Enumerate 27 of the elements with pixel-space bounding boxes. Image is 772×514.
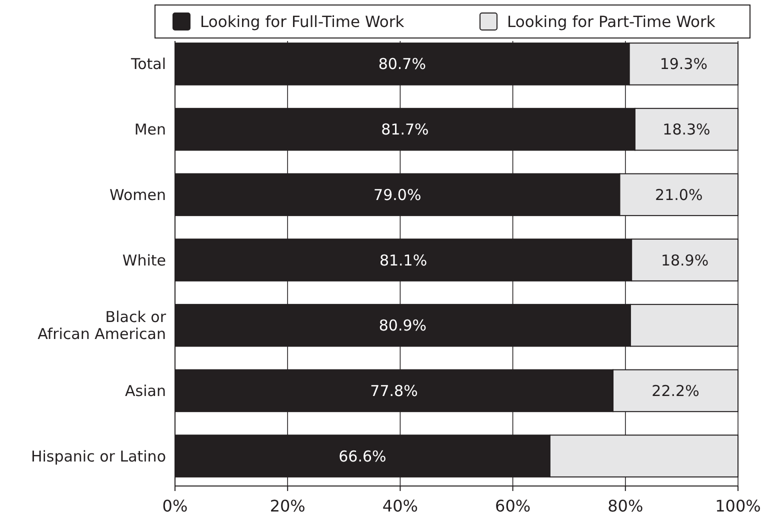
data-label: 77.8% <box>370 382 418 400</box>
x-tick-label: 40% <box>382 496 418 514</box>
y-tick-label: Black or African American <box>38 308 167 344</box>
x-tick-label: 0% <box>162 496 188 514</box>
legend-label: Looking for Part-Time Work <box>507 12 716 31</box>
data-label: 19.3% <box>660 55 708 74</box>
data-label: 66.6% <box>338 447 386 466</box>
y-tick-label: White <box>122 251 166 270</box>
x-tick-label: 60% <box>495 496 531 514</box>
data-label: 80.9% <box>378 316 427 335</box>
y-tick-label: Hispanic or Latino <box>30 447 166 466</box>
data-label: 21.0% <box>655 186 703 204</box>
data-label: 81.7% <box>381 120 429 139</box>
y-tick-label: Women <box>110 186 166 204</box>
y-tick-label: Asian <box>125 382 166 400</box>
x-tick-label: 80% <box>608 496 644 514</box>
data-label: 18.3% <box>662 120 710 139</box>
y-tick-label: Men <box>134 120 166 139</box>
x-tick-label: 100% <box>715 496 761 514</box>
x-tick-label: 20% <box>270 496 306 514</box>
y-tick-label: Total <box>130 55 166 74</box>
data-label: 81.1% <box>379 251 428 270</box>
data-label: 80.7% <box>378 55 426 74</box>
data-label: 22.2% <box>652 382 700 400</box>
legend-label: Looking for Full-Time Work <box>200 12 404 31</box>
data-label: 18.9% <box>660 251 709 270</box>
data-label: 79.0% <box>374 186 422 204</box>
